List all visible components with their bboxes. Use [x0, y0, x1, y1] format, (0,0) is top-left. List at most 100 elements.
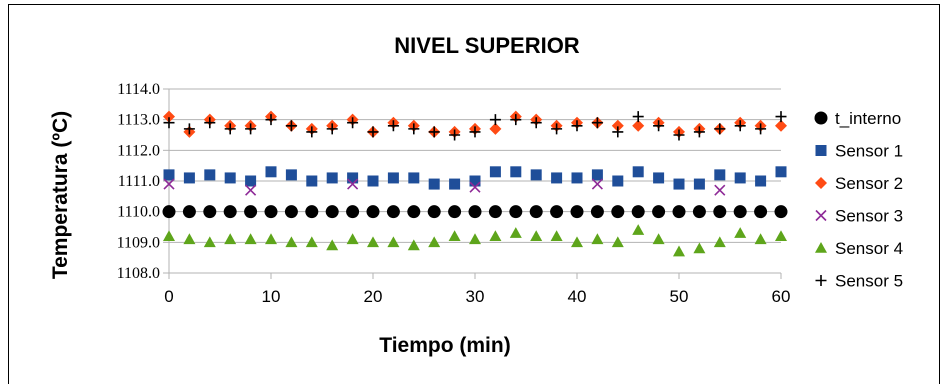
data-point [693, 242, 706, 254]
data-point [325, 205, 339, 219]
series-t-interno [162, 205, 788, 219]
legend-label: Sensor 1 [835, 142, 903, 161]
data-point [612, 175, 624, 187]
data-point [285, 169, 297, 181]
data-point [571, 172, 583, 184]
data-point [714, 169, 726, 181]
data-point [386, 205, 400, 219]
data-point [611, 119, 624, 132]
legend-label: t_interno [835, 109, 901, 128]
data-point [673, 245, 685, 257]
data-point [407, 239, 420, 251]
data-point [366, 205, 380, 219]
data-point [672, 205, 686, 219]
data-point [224, 233, 237, 245]
series-sensor-1 [163, 166, 787, 190]
data-point [428, 178, 440, 190]
legend-marker [815, 209, 827, 222]
data-point [550, 230, 563, 241]
data-point [488, 205, 502, 219]
data-point [530, 230, 543, 241]
data-point [631, 205, 645, 219]
data-point [612, 126, 624, 138]
data-point [713, 236, 726, 248]
data-point [244, 205, 258, 219]
y-axis-title: Temperatura (ºC) [49, 111, 72, 279]
x-tick-label: 30 [466, 287, 485, 306]
x-tick-label: 0 [164, 287, 173, 306]
data-point [346, 205, 360, 219]
series-sensor-5 [163, 111, 787, 141]
data-point [755, 123, 767, 135]
y-tick-label: 1111.0 [118, 173, 160, 190]
data-point [713, 205, 727, 219]
legend-item: Sensor 5 [815, 272, 903, 291]
legend-item: t_interno [814, 109, 901, 128]
x-axis-title: Tiempo (min) [379, 334, 510, 357]
data-point [489, 230, 502, 241]
data-point [163, 110, 175, 123]
legend-item: Sensor 3 [815, 207, 903, 226]
data-point [489, 122, 502, 135]
data-point [183, 123, 195, 135]
x-tick-label: 60 [772, 287, 791, 306]
data-point [427, 205, 441, 219]
data-point [224, 172, 236, 184]
data-point [204, 117, 216, 129]
data-point [652, 233, 665, 245]
legend-marker [814, 111, 828, 125]
data-point [306, 175, 318, 187]
data-point [714, 184, 726, 196]
data-point [245, 175, 257, 187]
data-point [571, 120, 583, 132]
data-point [183, 172, 195, 184]
legend-item: Sensor 2 [815, 174, 903, 193]
data-point [550, 205, 564, 219]
data-point [591, 169, 603, 181]
legend-marker [815, 275, 827, 286]
data-point [775, 111, 787, 123]
data-point [449, 178, 461, 190]
data-point [285, 120, 297, 132]
data-point [509, 205, 523, 219]
data-point [203, 236, 216, 248]
data-point [347, 172, 359, 184]
data-point [367, 175, 379, 187]
legend-marker [815, 177, 827, 189]
data-point [265, 166, 277, 178]
data-point [468, 205, 482, 219]
data-point [387, 236, 400, 248]
data-point [284, 205, 298, 219]
data-point [367, 126, 379, 138]
data-point [326, 172, 338, 184]
data-point [775, 230, 787, 241]
legend-item: Sensor 1 [815, 142, 903, 161]
data-point [367, 236, 379, 248]
data-point [632, 166, 644, 178]
data-point [510, 114, 522, 126]
data-point [693, 178, 705, 190]
data-point [469, 175, 481, 187]
x-tick-label: 20 [364, 287, 383, 306]
data-point [223, 205, 237, 219]
data-point [346, 233, 359, 245]
data-point [305, 236, 318, 248]
data-point [754, 233, 767, 245]
data-point [611, 236, 624, 248]
legend-label: Sensor 2 [835, 174, 903, 193]
legend-label: Sensor 4 [835, 239, 903, 258]
data-point [203, 205, 217, 219]
data-point [755, 175, 767, 187]
data-point [163, 169, 175, 181]
legend-label: Sensor 3 [835, 207, 903, 226]
data-point [387, 172, 399, 184]
data-point [591, 178, 603, 190]
data-point [591, 117, 603, 129]
y-tick-label: 1109.0 [117, 234, 160, 251]
data-point [591, 233, 604, 245]
data-point [734, 227, 747, 238]
y-tick-label: 1113.0 [117, 112, 160, 129]
data-point [653, 120, 665, 132]
legend-marker [815, 145, 827, 156]
data-point [163, 178, 175, 190]
